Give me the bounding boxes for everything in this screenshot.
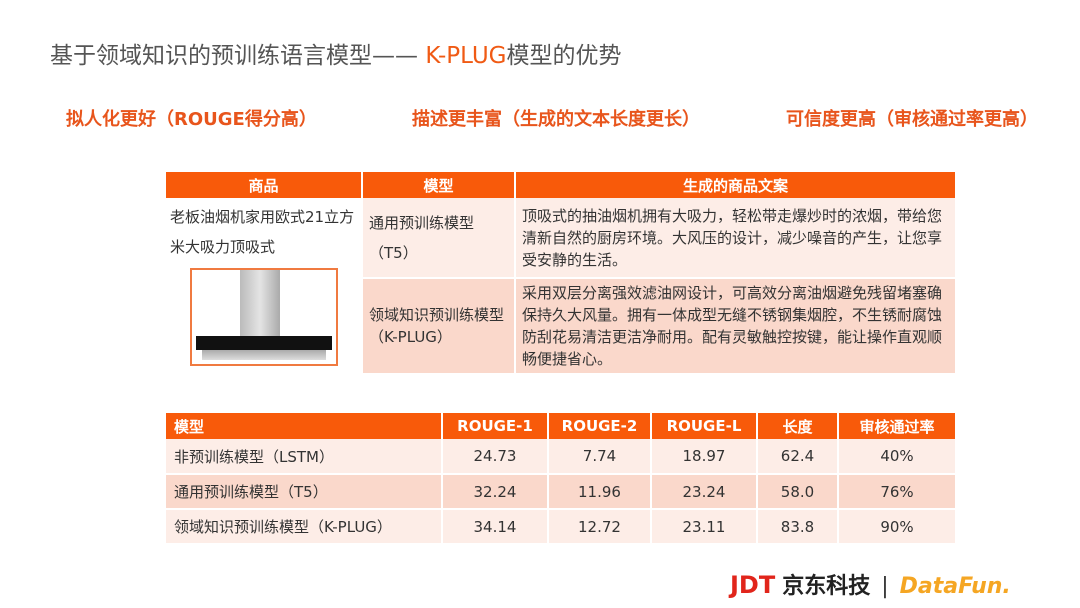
header-cell: ROUGE-1	[442, 413, 549, 439]
table-row: 通用预训练模型（T5） 32.24 11.96 23.24 58.0 76%	[166, 474, 957, 510]
advantage-1: 拟人化更好（ROUGE得分高）	[66, 109, 317, 130]
cell: 18.97	[651, 439, 758, 475]
cell: 76%	[838, 474, 957, 510]
header-cell: 模型	[362, 172, 516, 198]
score-table: 模型 ROUGE-1 ROUGE-2 ROUGE-L 长度 审核通过率 非预训练…	[166, 413, 957, 545]
header-cell: 长度	[757, 413, 839, 439]
jdt-cn-logo: 京东科技	[782, 574, 871, 599]
cell: 7.74	[548, 439, 652, 475]
product-copy-table: 商品 模型 生成的商品文案 老板油烟机家用欧式21立方米大吸力顶吸式 通用预训练…	[166, 172, 957, 375]
footer-logos: JDT 京东科技 | DataFun.	[730, 568, 1011, 600]
cell: 62.4	[757, 439, 839, 475]
title-highlight: K-PLUG	[425, 43, 507, 69]
cell: 12.72	[548, 509, 652, 545]
cell: 40%	[838, 439, 957, 475]
header-cell: 商品	[166, 172, 363, 198]
cell: 非预训练模型（LSTM）	[166, 439, 443, 475]
table-row: 非预训练模型（LSTM） 24.73 7.74 18.97 62.4 40%	[166, 439, 957, 475]
cell: 11.96	[548, 474, 652, 510]
copy-cell: 顶吸式的抽油烟机拥有大吸力，轻松带走爆炒时的浓烟，带给您清新自然的厨房环境。大风…	[515, 198, 957, 279]
title-main: 基于领域知识的预训练语言模型——	[50, 43, 426, 69]
cell: 通用预训练模型（T5）	[166, 474, 443, 510]
header-cell: 审核通过率	[838, 413, 957, 439]
cell: 90%	[838, 509, 957, 545]
table-header: 商品 模型 生成的商品文案	[166, 172, 957, 198]
jdt-logo: JDT	[730, 571, 776, 599]
copy-cell: 采用双层分离强效滤油网设计，可高效分离油烟避免残留堵塞确保持久大风量。拥有一体成…	[515, 278, 957, 375]
product-cell: 老板油烟机家用欧式21立方米大吸力顶吸式	[166, 198, 363, 375]
table-row: 领域知识预训练模型（K-PLUG） 34.14 12.72 23.11 83.8 90%	[166, 509, 957, 545]
range-hood-image	[190, 268, 338, 366]
cell: 58.0	[757, 474, 839, 510]
model-cell: 领域知识预训练模型（K-PLUG）	[362, 278, 516, 375]
cell: 领域知识预训练模型（K-PLUG）	[166, 509, 443, 545]
datafun-logo: DataFun.	[899, 574, 1011, 599]
cell: 34.14	[442, 509, 549, 545]
product-name: 老板油烟机家用欧式21立方米大吸力顶吸式	[170, 208, 355, 256]
header-cell: 模型	[166, 413, 443, 439]
cell: 24.73	[442, 439, 549, 475]
header-cell: 生成的商品文案	[515, 172, 957, 198]
cell: 23.24	[651, 474, 758, 510]
table-row: 领域知识预训练模型（K-PLUG） 采用双层分离强效滤油网设计，可高效分离油烟避…	[166, 278, 957, 375]
title-suffix: 模型的优势	[506, 43, 622, 69]
cell: 23.11	[651, 509, 758, 545]
advantage-3: 可信度更高（审核通过率更高）	[786, 109, 1038, 130]
advantage-2: 描述更丰富（生成的文本长度更长）	[412, 109, 700, 130]
logo-separator: |	[881, 574, 889, 599]
model-cell: 通用预训练模型（T5）	[362, 198, 516, 279]
header-cell: ROUGE-2	[548, 413, 652, 439]
cell: 83.8	[757, 509, 839, 545]
slide-title: 基于领域知识的预训练语言模型—— K-PLUG模型的优势	[50, 36, 621, 70]
table-row: 老板油烟机家用欧式21立方米大吸力顶吸式 通用预训练模型（T5） 顶吸式的抽油烟…	[166, 198, 957, 375]
cell: 32.24	[442, 474, 549, 510]
table-header: 模型 ROUGE-1 ROUGE-2 ROUGE-L 长度 审核通过率	[166, 413, 957, 439]
header-cell: ROUGE-L	[651, 413, 758, 439]
